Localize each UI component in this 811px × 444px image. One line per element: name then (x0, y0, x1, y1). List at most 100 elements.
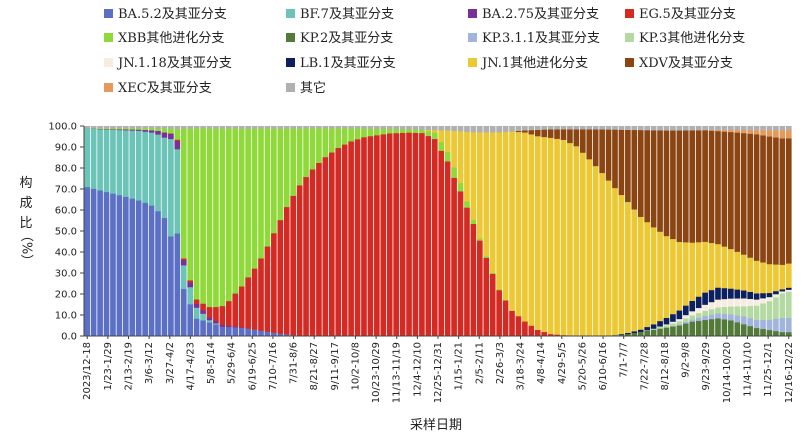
bar (682, 126, 689, 337)
bar-segment (702, 126, 708, 131)
bar-segment (135, 129, 142, 131)
bar-segment (670, 238, 676, 315)
bar-segment (753, 260, 760, 294)
bar-segment (219, 326, 226, 337)
legend-item: KP.3其他进化分支 (625, 31, 745, 46)
bar-segment (682, 305, 689, 316)
bar-segment (161, 137, 168, 219)
y-tick-label: 60.0 (55, 206, 77, 217)
bar-segment (785, 126, 792, 131)
bar (599, 126, 605, 337)
bar-segment (457, 191, 464, 337)
x-tick-label: 7/31-8/6 (289, 342, 300, 384)
bar-segment (715, 299, 721, 308)
bar-segment (477, 238, 483, 241)
bar-segment (290, 128, 297, 196)
bar-segment (123, 126, 129, 129)
bar-segment (309, 128, 316, 170)
bar-segment (618, 333, 625, 335)
bar-segment (702, 310, 708, 317)
bar (528, 126, 535, 337)
bar-segment (618, 126, 625, 130)
bar-segment (393, 126, 399, 130)
bar-segment (193, 303, 200, 308)
x-tick-label: 10/2-10/8 (350, 342, 361, 391)
bar (238, 126, 245, 337)
bar-segment (728, 314, 734, 321)
bar-segment (457, 131, 464, 184)
bar (354, 126, 361, 337)
bar (116, 126, 123, 337)
bar-segment (477, 126, 483, 133)
bar-segment (670, 323, 676, 327)
bar-segment (715, 307, 721, 314)
bar-segment (464, 207, 470, 337)
bar-segment (406, 129, 412, 133)
bar-segment (747, 130, 753, 134)
bar-segment (206, 306, 213, 318)
bar-segment (689, 242, 696, 301)
bar-segment (174, 139, 181, 141)
bar-segment (277, 219, 284, 334)
bar-segment (200, 126, 206, 129)
bar-segment (103, 128, 110, 130)
bar-segment (457, 182, 464, 192)
bar-segment (650, 329, 657, 337)
bar-segment (258, 258, 264, 331)
bar-segment (399, 126, 406, 130)
bar-segment (200, 310, 206, 314)
bar (110, 126, 116, 337)
bar-segment (515, 131, 522, 317)
bar (625, 126, 631, 337)
bar-segment (695, 312, 702, 318)
bar-segment (148, 205, 155, 337)
bar-segment (541, 129, 548, 138)
bar (644, 126, 651, 337)
bar-segment (142, 129, 148, 132)
bar-segment (631, 126, 638, 131)
bar-segment (760, 130, 766, 136)
bar-segment (470, 132, 477, 220)
bar-segment (438, 150, 445, 337)
bar (496, 126, 502, 337)
bar-segment (509, 310, 515, 312)
bar-segment (760, 126, 766, 131)
bar (689, 126, 696, 337)
bar-segment (766, 301, 773, 320)
bar-segment (502, 300, 509, 337)
legend-item: JN.1.18及其亚分支 (104, 56, 232, 71)
bar-segment (766, 319, 773, 331)
bar (515, 126, 522, 337)
bar-segment (174, 126, 181, 130)
legend-label: JN.1.18及其亚分支 (116, 56, 232, 71)
bar-segment (116, 129, 123, 131)
bar (522, 126, 528, 337)
bar (477, 126, 483, 337)
bar-segment (477, 240, 483, 337)
legend-swatch (104, 33, 113, 42)
bar-segment (785, 291, 792, 319)
bar-segment (618, 334, 625, 337)
bar-segment (123, 130, 129, 197)
bar-segment (142, 126, 148, 129)
bar (573, 126, 580, 337)
x-tick-label: 3/6-3/12 (144, 342, 155, 384)
y-tick-label: 100.0 (48, 122, 77, 133)
bar (785, 126, 792, 337)
bar-segment (328, 152, 335, 337)
bar-segment (657, 326, 663, 329)
bar-segment (547, 129, 554, 138)
bar-segment (97, 190, 103, 337)
bar-segment (483, 126, 490, 133)
bar-segment (728, 126, 734, 131)
x-tick-label: 4/17-4/23 (185, 342, 196, 391)
bar-segment (316, 126, 322, 129)
bar-segment (174, 140, 181, 150)
bar-segment (213, 306, 219, 322)
bar-segment (644, 126, 651, 131)
bar-segment (676, 321, 683, 325)
x-tick-label: 2/26-3/3 (495, 342, 506, 384)
bar-segment (676, 325, 683, 337)
legend-swatch (104, 9, 113, 18)
bar-segment (489, 273, 496, 337)
